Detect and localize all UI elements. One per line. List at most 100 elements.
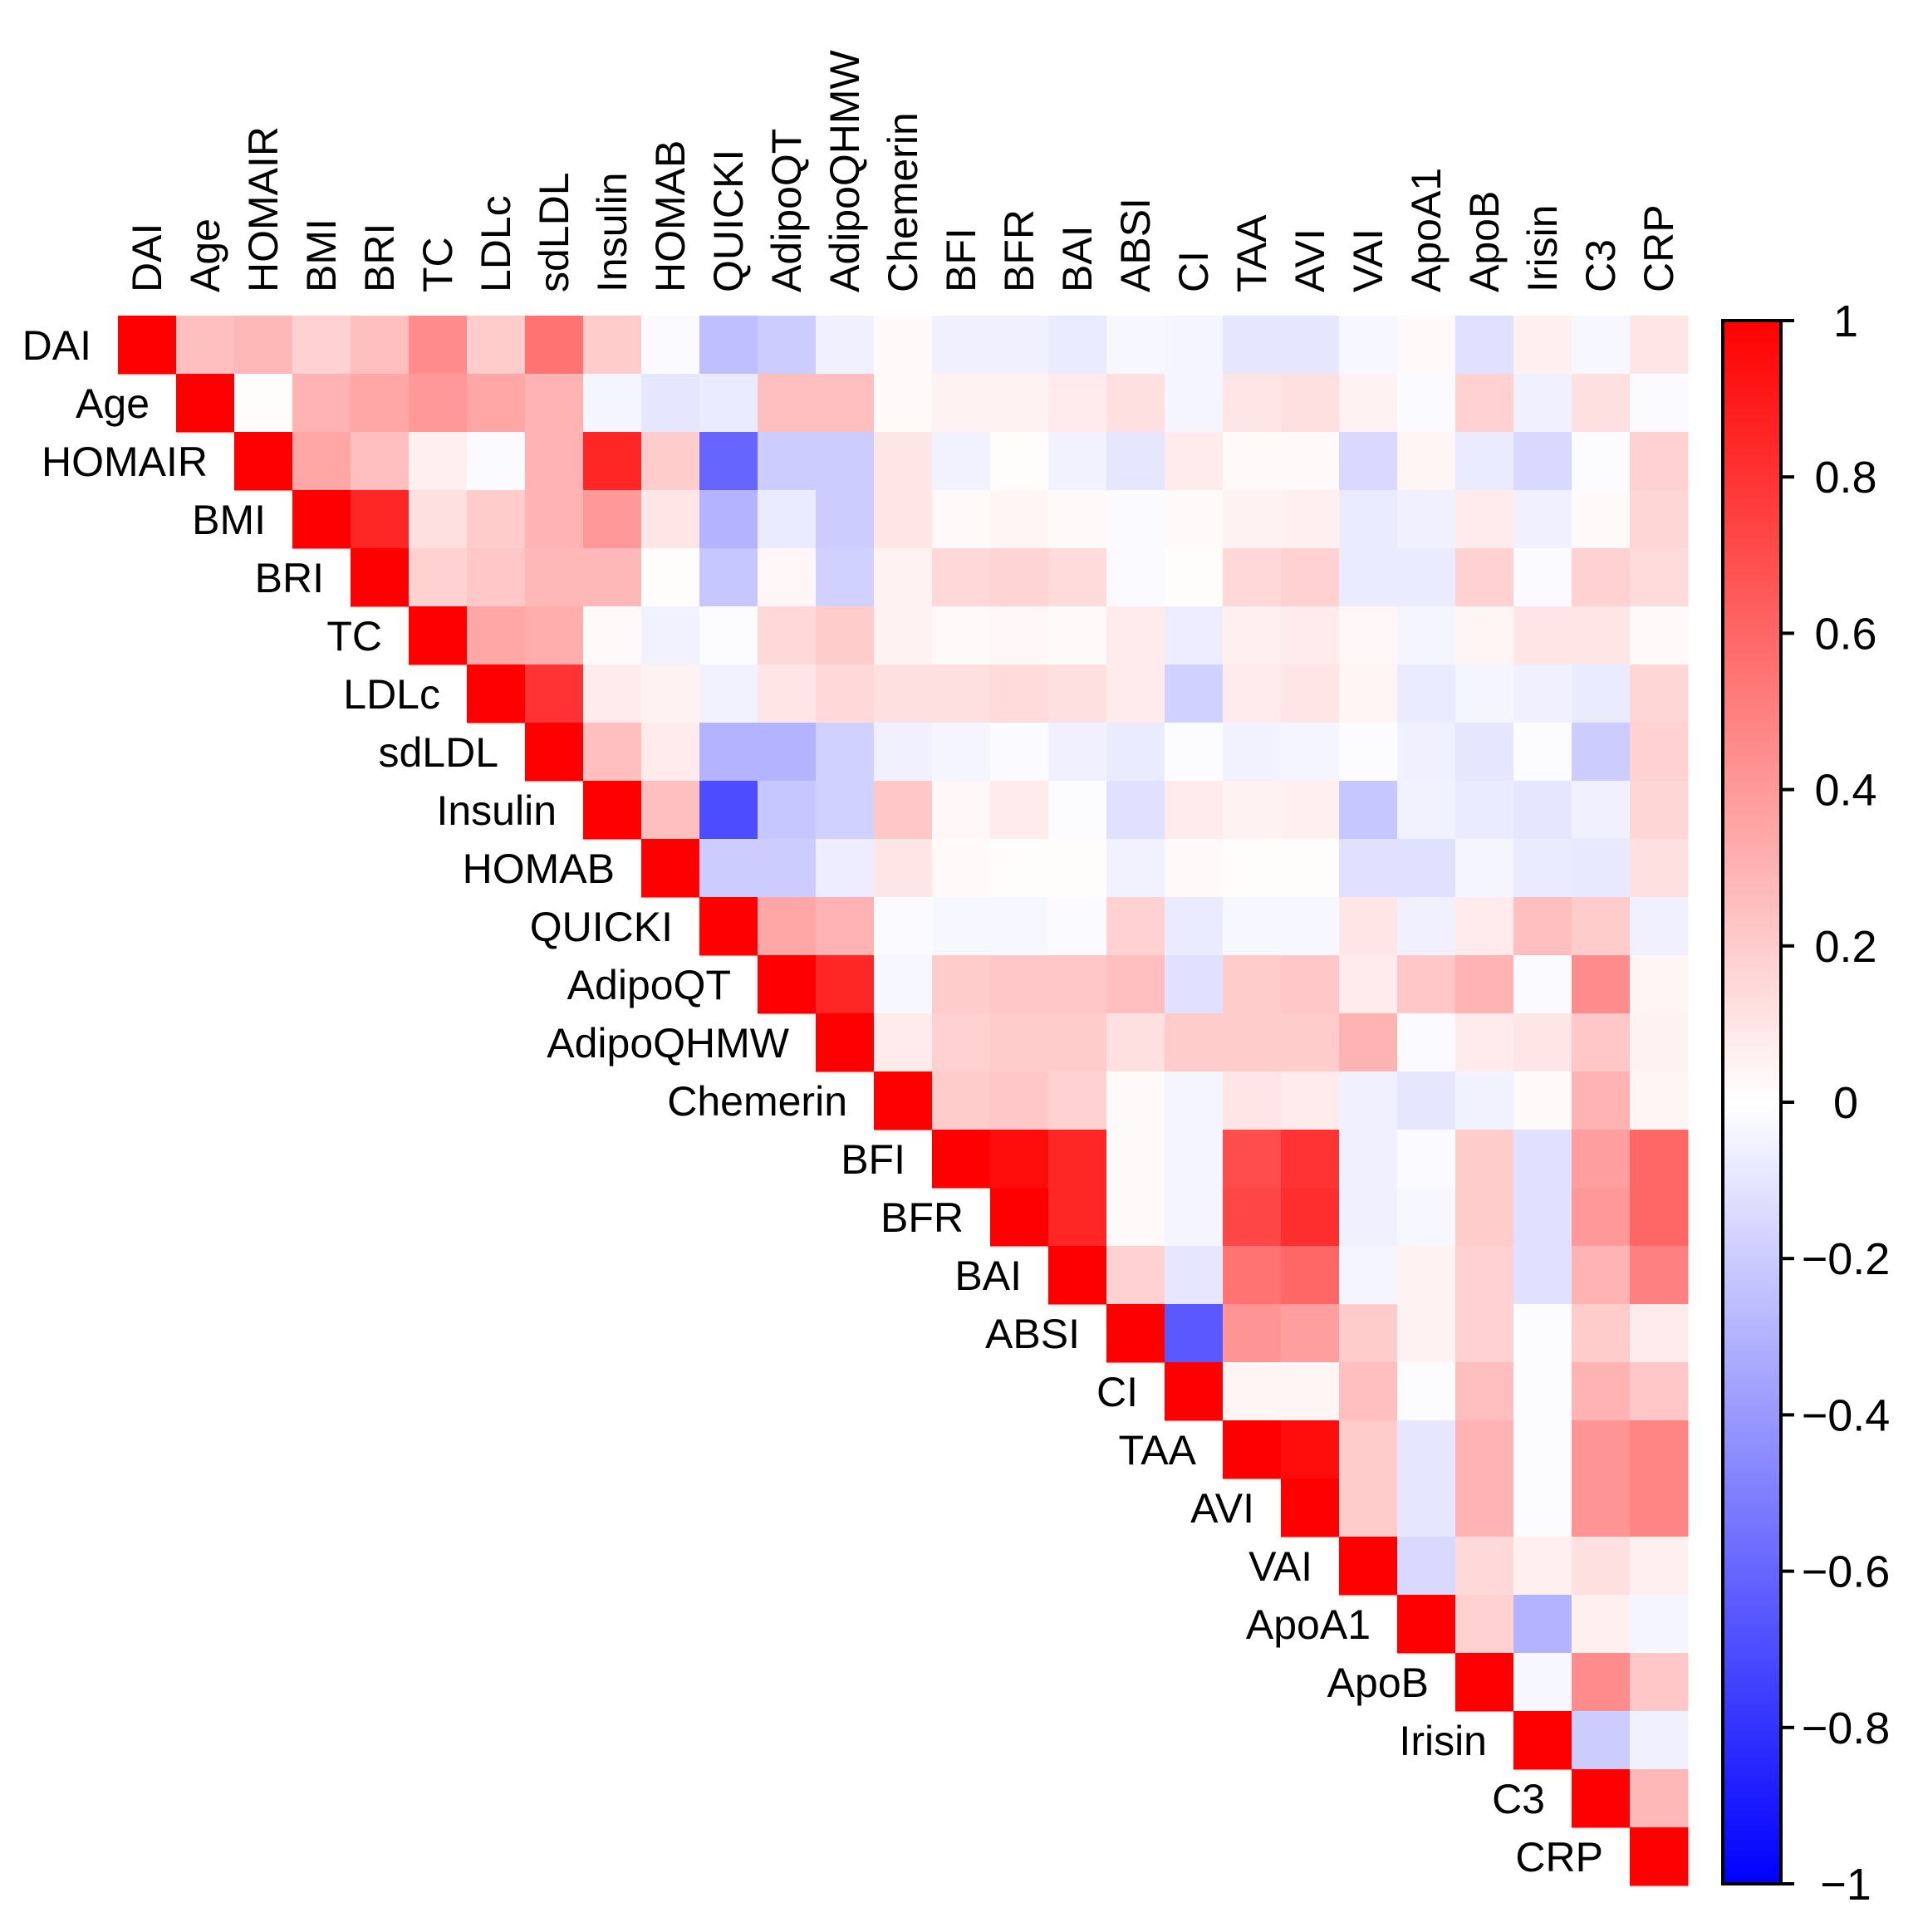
heatmap-cell [118, 316, 177, 375]
heatmap-cell [1513, 374, 1572, 433]
column-label: ABSI [1112, 198, 1159, 292]
heatmap-cell [932, 490, 991, 549]
heatmap-cell [990, 1130, 1049, 1189]
heatmap-cell [1106, 1130, 1165, 1189]
heatmap-cell [1572, 316, 1631, 375]
heatmap-cell [1281, 490, 1340, 549]
column-label: BMI [298, 218, 345, 292]
heatmap-cell [1281, 1188, 1340, 1247]
colorbar-tick-label: 0.2 [1814, 922, 1876, 972]
heatmap-cell [1339, 955, 1398, 1014]
heatmap-cell [1281, 606, 1340, 665]
column-label: ApoB [1461, 191, 1508, 292]
row-label: CI [1096, 1369, 1138, 1415]
heatmap-cell [1281, 1362, 1340, 1421]
heatmap-cell [176, 316, 235, 375]
heatmap-cell [1572, 1071, 1631, 1130]
heatmap-cell [1339, 316, 1398, 375]
heatmap-cell [1630, 316, 1689, 375]
heatmap-cell [1455, 606, 1514, 665]
heatmap-cell [1106, 548, 1165, 607]
heatmap-cell [1455, 1478, 1514, 1537]
heatmap-cell [1513, 897, 1572, 956]
heatmap-cell [1048, 1130, 1107, 1189]
heatmap-cell [758, 723, 817, 782]
heatmap-cell [467, 664, 526, 723]
heatmap-cell [699, 432, 758, 491]
heatmap-cell [1572, 839, 1631, 898]
heatmap-cell [1455, 1071, 1514, 1130]
heatmap-cell [1223, 490, 1282, 549]
heatmap-cell [1165, 1130, 1224, 1189]
heatmap-cell [1223, 1304, 1282, 1363]
heatmap-cell [1339, 839, 1398, 898]
row-label: sdLDL [378, 729, 498, 776]
heatmap-cell [816, 955, 875, 1014]
heatmap-cell [699, 664, 758, 723]
heatmap-cell [1281, 1246, 1340, 1305]
column-label: CRP [1636, 204, 1682, 292]
heatmap-cell [816, 432, 875, 491]
heatmap-cell [932, 1071, 991, 1130]
heatmap-cell [1513, 1130, 1572, 1189]
heatmap-cell [1455, 955, 1514, 1014]
column-label: AdipoQHMW [822, 49, 868, 292]
heatmap-cell [1223, 1246, 1282, 1305]
heatmap-cell [1339, 548, 1398, 607]
heatmap-cell [1513, 1420, 1572, 1479]
heatmap-cell [1048, 839, 1107, 898]
heatmap-cell [1455, 490, 1514, 549]
heatmap-cell [1572, 1478, 1631, 1537]
heatmap-cell [1048, 316, 1107, 375]
heatmap-cell [1223, 1420, 1282, 1479]
heatmap-cell [1572, 1711, 1631, 1770]
heatmap-cell [699, 781, 758, 840]
heatmap-cell [641, 664, 700, 723]
heatmap-cell [467, 606, 526, 665]
heatmap-cell [1339, 432, 1398, 491]
heatmap-cell [1048, 606, 1107, 665]
heatmap-cell [1397, 490, 1456, 549]
row-label: ApoA1 [1246, 1601, 1371, 1648]
heatmap-cell [409, 548, 468, 607]
heatmap-cell [874, 316, 933, 375]
heatmap-cell [1513, 1653, 1572, 1712]
heatmap-cell [1048, 897, 1107, 956]
heatmap-cell [234, 432, 293, 491]
heatmap-cell [351, 432, 410, 491]
heatmap-cell [990, 1013, 1049, 1072]
heatmap-cell [467, 490, 526, 549]
heatmap-cell [1630, 955, 1689, 1014]
heatmap-cell [1397, 548, 1456, 607]
heatmap-cell [758, 606, 817, 665]
heatmap-cell [1281, 897, 1340, 956]
heatmap-cell [1106, 1188, 1165, 1247]
heatmap-cell [758, 548, 817, 607]
heatmap-cell [1339, 1478, 1398, 1537]
heatmap-cell [699, 839, 758, 898]
heatmap-cell [1572, 1013, 1631, 1072]
column-label: ApoA1 [1403, 168, 1450, 292]
heatmap-cell [1630, 432, 1689, 491]
heatmap-cell [1513, 1537, 1572, 1596]
heatmap-cell [1630, 1071, 1689, 1130]
heatmap-cell [874, 781, 933, 840]
heatmap-cell [1106, 1304, 1165, 1363]
heatmap-cell [525, 606, 584, 665]
heatmap-cell [583, 490, 642, 549]
heatmap-cell [1630, 374, 1689, 433]
heatmap-cell [816, 781, 875, 840]
heatmap-cell [351, 316, 410, 375]
heatmap-cell [1281, 548, 1340, 607]
heatmap-cell [1572, 723, 1631, 782]
heatmap-cell [1339, 1420, 1398, 1479]
heatmap-cell [990, 1071, 1049, 1130]
heatmap-cell [1281, 839, 1340, 898]
heatmap-cell [1397, 606, 1456, 665]
heatmap-cell [1513, 432, 1572, 491]
column-label: C3 [1577, 239, 1624, 292]
colorbar-tick-label: −0.2 [1802, 1234, 1891, 1284]
heatmap-cell [1281, 1478, 1340, 1537]
heatmap-cell [1572, 955, 1631, 1014]
heatmap-cell [1281, 374, 1340, 433]
